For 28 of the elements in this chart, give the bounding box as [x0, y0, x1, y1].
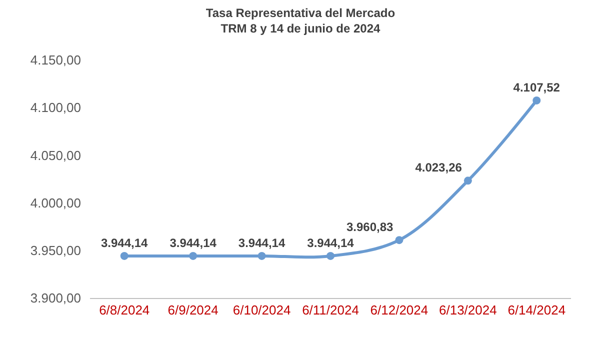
point: [189, 252, 198, 260]
point: [258, 252, 266, 260]
x-tick-label: 6/9/2024: [168, 302, 218, 318]
point: [395, 236, 404, 244]
point: [532, 96, 541, 104]
y-tick-label: 3.950,00: [30, 242, 81, 258]
data-label: 3.960,83: [346, 220, 394, 234]
data-label: 4.107,52: [513, 80, 560, 94]
x-tick-label: 6/8/2024: [99, 302, 150, 318]
data-label: 4.023,26: [415, 160, 462, 175]
x-tick-label: 6/11/2024: [302, 302, 359, 318]
data-label: 3.944,14: [101, 236, 148, 250]
y-tick-label: 4.000,00: [30, 195, 81, 210]
data-label: 3.944,14: [307, 236, 354, 250]
x-tick-label: 6/14/2024: [508, 302, 566, 318]
x-tick-label: 6/10/2024: [232, 302, 291, 318]
point: [120, 252, 128, 260]
chart-title: Tasa Representativa del Mercado TRM 8 y 14 de junio de 2024: [206, 6, 396, 36]
data-label: 3.944,14: [238, 236, 286, 250]
y-tick-label: 4.150,00: [30, 52, 81, 68]
y-tick-label: 4.100,00: [30, 100, 81, 116]
point: [464, 176, 472, 185]
y-tick-label: 3.900,00: [30, 290, 81, 306]
x-tick-label: 6/12/2024: [370, 302, 428, 318]
data-label: 3.944,14: [170, 236, 217, 250]
x-tick-label: 6/13/2024: [439, 302, 497, 318]
y-tick-label: 4.050,00: [30, 148, 81, 163]
point: [326, 252, 334, 260]
